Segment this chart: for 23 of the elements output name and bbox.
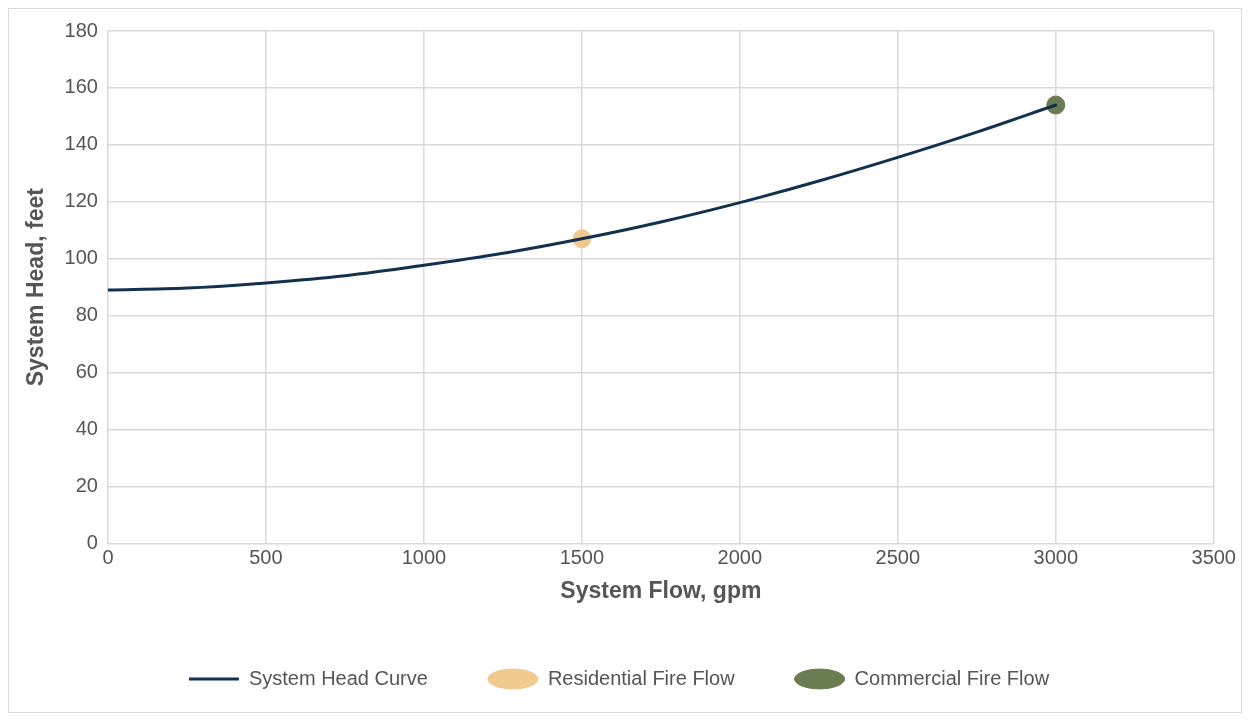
y-tick-label: 100 — [64, 246, 98, 269]
x-tick-label: 0 — [102, 545, 114, 568]
y-tick-label: 40 — [75, 417, 98, 440]
x-tick-label: 2500 — [875, 545, 921, 568]
y-tick-label: 20 — [75, 473, 98, 496]
x-axis-title: System Flow, gpm — [560, 576, 762, 603]
x-tick-label: 1500 — [559, 545, 605, 568]
y-tick-label: 160 — [64, 75, 98, 98]
x-tick-label: 3000 — [1033, 545, 1079, 568]
y-axis-title: System Head, feet — [22, 187, 49, 387]
x-tick-label: 3500 — [1191, 545, 1236, 568]
y-tick-label: 0 — [86, 530, 98, 553]
y-tick-label: 140 — [64, 132, 98, 155]
y-tick-label: 60 — [75, 360, 98, 383]
x-tick-label: 2000 — [717, 545, 763, 568]
legend-label: Commercial Fire Flow — [854, 666, 1050, 689]
x-tick-label: 1000 — [401, 545, 447, 568]
legend-label: System Head Curve — [248, 666, 428, 689]
x-tick-label: 500 — [249, 545, 283, 568]
y-tick-label: 180 — [64, 18, 98, 41]
y-tick-label: 120 — [64, 189, 98, 212]
legend-label: Residential Fire Flow — [547, 666, 736, 689]
y-tick-label: 80 — [75, 303, 98, 326]
